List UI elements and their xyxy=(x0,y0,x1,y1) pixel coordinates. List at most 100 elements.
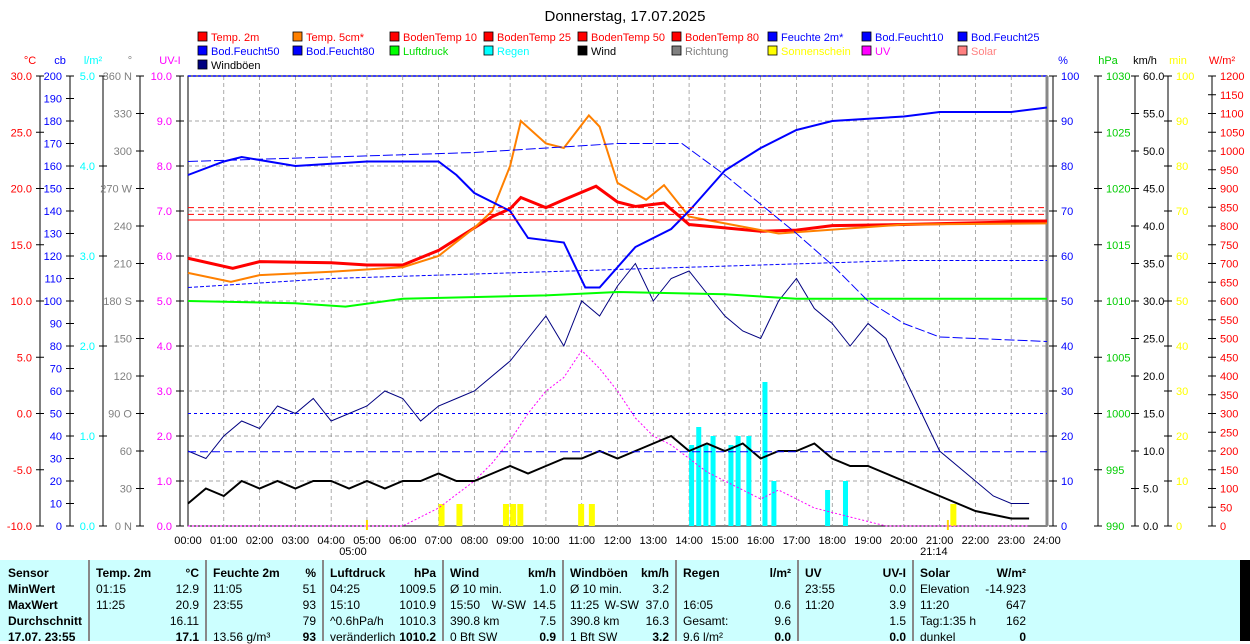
table-header-unit: km/h xyxy=(640,566,669,580)
table-cell-value: 17.1 xyxy=(175,630,199,644)
legend-swatch xyxy=(861,45,872,56)
rain-bar xyxy=(771,481,777,526)
table-header: UV xyxy=(805,566,822,580)
sunshine-bar xyxy=(502,504,509,526)
axis-tick-kmh: 30.0 xyxy=(1143,296,1164,308)
x-tick-label: 23:00 xyxy=(997,535,1025,547)
table-header: Solar xyxy=(920,566,951,580)
axis-title-wm2: W/m² xyxy=(1209,55,1236,67)
table-cell-value: 14.5 xyxy=(532,598,556,612)
axis-tick-hum: 50 xyxy=(1061,296,1073,308)
axis-tick-wm2: 1150 xyxy=(1220,90,1244,102)
axis-tick-hpa: 995 xyxy=(1106,465,1124,477)
axis-tick-temp: 5.0 xyxy=(17,352,32,364)
x-tick-label: 12:00 xyxy=(604,535,632,547)
table-cell-value: 7.5 xyxy=(539,614,556,628)
legend-swatch xyxy=(671,31,682,42)
weather-chart: Donnerstag, 17.07.2025 Temp. 2m Temp. 5cm*… xyxy=(7,8,1245,558)
axis-tick-dir: 240 xyxy=(114,221,132,233)
axis-tick-cb: 40 xyxy=(50,431,62,443)
axis-tick-hpa: 990 xyxy=(1106,521,1124,533)
axis-tick-uv: 8.0 xyxy=(157,161,172,173)
table-cell-dir: W-SW xyxy=(604,598,639,612)
axis-title-dir: ° xyxy=(128,55,132,67)
axis-tick-rain: 0.0 xyxy=(80,521,95,533)
axis-tick-dir: 270 W xyxy=(100,184,132,196)
legend-swatch xyxy=(197,45,208,56)
axis-tick-hpa: 1000 xyxy=(1106,409,1130,421)
axis-tick-cb: 10 xyxy=(50,499,62,511)
axis-tick-kmh: 20.0 xyxy=(1143,371,1164,383)
uv-line xyxy=(188,349,1030,527)
table-cell-value: 93 xyxy=(302,630,316,644)
axis-tick-hpa: 1025 xyxy=(1106,127,1130,139)
axis-tick-uv: 1.0 xyxy=(157,476,172,488)
table-cell: 11:20 xyxy=(920,598,950,612)
x-tick-label: 16:00 xyxy=(747,535,775,547)
x-tick-label: 08:00 xyxy=(461,535,489,547)
series-temp-5cm- xyxy=(187,113,1048,283)
table-cell-value: 16.3 xyxy=(645,614,669,628)
axis-title-rain: l/m² xyxy=(84,55,103,67)
axis-tick-wm2: 900 xyxy=(1220,184,1238,196)
sunrise-label: 05:00 xyxy=(339,546,367,558)
row-label: MaxWert xyxy=(8,598,58,612)
axis-tick-min: 10 xyxy=(1176,476,1188,488)
table-divider xyxy=(912,560,914,641)
axis-title-hum: % xyxy=(1058,55,1068,67)
table-header-unit: W/m² xyxy=(996,566,1026,580)
sunshine-bar xyxy=(510,504,517,526)
series-bod-feucht80 xyxy=(187,143,1048,342)
axis-tick-temp: 25.0 xyxy=(11,127,32,139)
axis-tick-hum: 80 xyxy=(1061,161,1073,173)
x-tick-label: 21:00 xyxy=(926,535,954,547)
axis-tick-min: 50 xyxy=(1176,296,1188,308)
axis-tick-wm2: 1000 xyxy=(1220,146,1244,158)
axis-tick-kmh: 35.0 xyxy=(1143,259,1164,271)
wind-line xyxy=(187,434,1030,520)
x-tick-label: 17:00 xyxy=(783,535,811,547)
rain-bar xyxy=(689,445,695,526)
axis-tick-wm2: 600 xyxy=(1220,296,1238,308)
axis-tick-wm2: 0 xyxy=(1220,521,1226,533)
legend-swatch xyxy=(292,31,303,42)
axis-tick-cb: 50 xyxy=(50,409,62,421)
x-tick-label: 19:00 xyxy=(854,535,882,547)
axis-title-cb: cb xyxy=(54,55,66,67)
rain-bar xyxy=(696,427,702,526)
axis-tick-wm2: 350 xyxy=(1220,390,1238,402)
axis-tick-rain: 1.0 xyxy=(80,431,95,443)
table-cell-value: 0.0 xyxy=(889,582,906,596)
axis-tick-kmh: 45.0 xyxy=(1143,184,1164,196)
legend-label: BodenTemp 25 xyxy=(497,32,571,44)
axis-tick-kmh: 40.0 xyxy=(1143,221,1164,233)
axis-tick-hpa: 1010 xyxy=(1106,296,1130,308)
axis-tick-wm2: 750 xyxy=(1220,240,1238,252)
x-tick-label: 05:00 xyxy=(353,535,381,547)
axis-tick-min: 40 xyxy=(1176,341,1188,353)
axis-tick-wm2: 100 xyxy=(1220,484,1238,496)
x-tick-label: 06:00 xyxy=(389,535,417,547)
axis-tick-hum: 40 xyxy=(1061,341,1073,353)
axis-tick-uv: 3.0 xyxy=(157,386,172,398)
table-divider xyxy=(562,560,564,641)
x-tick-label: 22:00 xyxy=(962,535,990,547)
axis-tick-uv: 0.0 xyxy=(157,521,172,533)
axis-tick-uv: 2.0 xyxy=(157,431,172,443)
x-tick-label: 00:00 xyxy=(174,535,202,547)
table-cell: Ø 10 min. xyxy=(570,582,623,596)
axis-tick-cb: 190 xyxy=(44,94,62,106)
axis-tick-wm2: 1200 xyxy=(1220,71,1244,83)
axis-tick-cb: 100 xyxy=(44,296,62,308)
table-cell-value: 16.11 xyxy=(169,614,199,628)
row-label: MinWert xyxy=(8,582,56,596)
axis-tick-cb: 130 xyxy=(44,229,62,241)
table-cell-value: 1010.2 xyxy=(399,630,436,644)
table-cell-value: 12.9 xyxy=(175,582,199,596)
row-label: 17.07. 23:55 xyxy=(8,630,76,644)
axis-tick-kmh: 10.0 xyxy=(1143,446,1164,458)
x-tick-label: 01:00 xyxy=(210,535,238,547)
sunshine-bar xyxy=(456,504,463,526)
x-tick-label: 07:00 xyxy=(425,535,453,547)
sunshine-bar xyxy=(578,504,585,526)
